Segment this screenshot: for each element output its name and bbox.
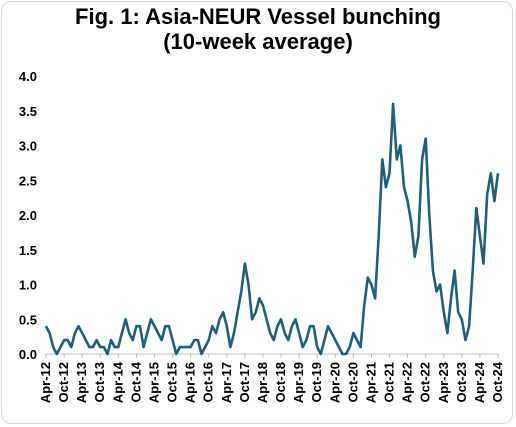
y-tick-label: 0.5 bbox=[19, 312, 37, 327]
x-tick-label: Oct-13 bbox=[92, 362, 107, 402]
x-tick-label: Apr-18 bbox=[255, 362, 270, 403]
x-tick-label: Apr-21 bbox=[363, 362, 378, 403]
x-tick-label: Apr-15 bbox=[146, 362, 161, 403]
x-tick-label: Apr-23 bbox=[436, 362, 451, 403]
x-tick-label: Oct-22 bbox=[418, 362, 433, 402]
x-tick-label: Oct-23 bbox=[454, 362, 469, 402]
x-tick-label: Oct-17 bbox=[237, 362, 252, 402]
x-tick-label: Apr-24 bbox=[472, 361, 487, 403]
y-tick-label: 1.0 bbox=[19, 278, 37, 293]
y-tick-label: 0.0 bbox=[19, 347, 37, 362]
y-axis-ticks: 0.0 0.5 1.0 1.5 2.0 2.5 3.0 3.5 4.0 bbox=[19, 69, 37, 362]
chart-title-block: Fig. 1: Asia-NEUR Vessel bunching (10-we… bbox=[0, 4, 516, 54]
x-tick-label: Oct-21 bbox=[382, 362, 397, 402]
chart-subtitle: (10-week average) bbox=[163, 29, 353, 54]
x-axis-ticks: Apr-12 Oct-12 Apr-13 Oct-13 Apr-14 Oct-14 Apr-… bbox=[38, 354, 505, 403]
x-tick-label: Apr-14 bbox=[110, 361, 125, 403]
x-tick-label: Apr-13 bbox=[74, 362, 89, 403]
x-tick-label: Oct-24 bbox=[490, 361, 505, 402]
x-tick-label: Oct-20 bbox=[345, 362, 360, 402]
x-tick-label: Oct-19 bbox=[309, 362, 324, 402]
y-tick-label: 2.0 bbox=[19, 208, 37, 223]
x-tick-label: Oct-18 bbox=[273, 362, 288, 402]
x-tick-label: Apr-20 bbox=[327, 362, 342, 403]
series-line bbox=[44, 102, 500, 356]
x-tick-label: Apr-12 bbox=[38, 362, 53, 403]
x-tick-label: Oct-14 bbox=[128, 361, 143, 402]
x-tick-label: Oct-16 bbox=[201, 362, 216, 402]
chart-title: Fig. 1: Asia-NEUR Vessel bunching bbox=[75, 4, 441, 29]
y-tick-label: 3.0 bbox=[19, 139, 37, 154]
y-tick-label: 3.5 bbox=[19, 104, 37, 119]
x-tick-label: Apr-16 bbox=[183, 362, 198, 403]
y-tick-label: 1.5 bbox=[19, 243, 37, 258]
y-tick-label: 2.5 bbox=[19, 173, 37, 188]
x-tick-label: Apr-19 bbox=[291, 362, 306, 403]
x-tick-label: Apr-22 bbox=[400, 362, 415, 403]
x-tick-label: Oct-12 bbox=[56, 362, 71, 402]
y-tick-label: 4.0 bbox=[19, 69, 37, 84]
x-tick-label: Apr-17 bbox=[219, 362, 234, 403]
x-tick-label: Oct-15 bbox=[165, 362, 180, 402]
